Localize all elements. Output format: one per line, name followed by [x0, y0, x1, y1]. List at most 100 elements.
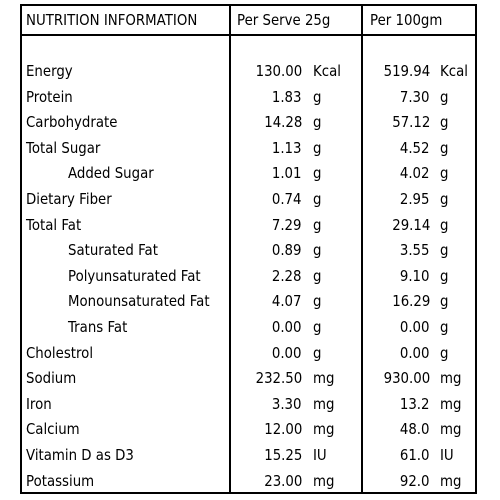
per-serve-unit: g: [313, 190, 322, 208]
per-serve-unit: g: [313, 343, 322, 362]
per-100g-value: 61.0: [400, 446, 430, 464]
per-100g-value: 930.00: [383, 369, 430, 388]
per-serve-unit: g: [313, 87, 322, 106]
per-100g-value: 7.30: [400, 87, 430, 106]
per-100g-unit: g: [440, 266, 449, 285]
per-serve-value: 0.89: [272, 241, 302, 260]
per-100g-value: 0.00: [400, 318, 430, 336]
table-row: Iron 3.30 mg 13.2 mg: [22, 392, 475, 418]
per-serve-unit: mg: [313, 420, 335, 439]
table-row: Monounsaturated Fat 4.07 g 16.29 g: [22, 289, 475, 315]
per-100g-value: 0.00: [400, 343, 430, 362]
table-row: Protein 1.83 g 7.30 g: [22, 85, 475, 111]
header-divider: [22, 34, 475, 36]
per-100g-value: 519.94: [383, 62, 430, 80]
per-100g-unit: g: [440, 87, 449, 106]
per-100g-value: 48.0: [400, 420, 430, 439]
per-100g-value: 4.52: [400, 138, 430, 157]
per-serve-value: 3.30: [272, 394, 302, 413]
per-100g-value: 92.0: [400, 471, 430, 490]
per-100g-unit: g: [440, 164, 449, 183]
table-row: Energy 130.00 Kcal 519.94 Kcal: [22, 59, 475, 85]
per-serve-unit: g: [313, 266, 322, 285]
nutrient-name: Carbohydrate: [26, 113, 118, 132]
table-title: NUTRITION INFORMATION: [26, 11, 198, 29]
per-serve-value: 15.25: [263, 446, 302, 464]
per-100g-unit: IU: [440, 446, 454, 464]
table-row: Total Fat 7.29 g 29.14 g: [22, 213, 475, 239]
table-row: Added Sugar 1.01 g 4.02 g: [22, 161, 475, 187]
table-row: Cholestrol 0.00 g 0.00 g: [22, 341, 475, 367]
per-100g-unit: mg: [440, 394, 462, 413]
per-100g-unit: mg: [440, 471, 462, 490]
nutrient-name: Dietary Fiber: [26, 190, 112, 208]
table-row: Total Sugar 1.13 g 4.52 g: [22, 136, 475, 162]
per-serve-value: 12.00: [263, 420, 302, 439]
per-serve-value: 23.00: [263, 471, 302, 490]
per-serve-value: 1.83: [272, 87, 302, 106]
table-row: Dietary Fiber 0.74 g 2.95 g: [22, 187, 475, 213]
per-100g-unit: g: [440, 138, 449, 157]
per-serve-unit: mg: [313, 394, 335, 413]
table-row: Calcium 12.00 mg 48.0 mg: [22, 417, 475, 443]
column-header-per-serve: Per Serve 25g: [237, 11, 331, 29]
nutrient-name: Energy: [26, 62, 73, 80]
table-row: Vitamin D as D3 15.25 IU 61.0 IU: [22, 443, 475, 469]
nutrition-table: NUTRITION INFORMATION Per Serve 25g Per …: [20, 4, 477, 494]
per-serve-unit: g: [313, 318, 322, 336]
per-serve-unit: g: [313, 164, 322, 183]
per-100g-unit: g: [440, 318, 449, 336]
nutrient-name: Total Fat: [26, 215, 82, 234]
nutrient-name: Sodium: [26, 369, 77, 388]
per-serve-unit: IU: [313, 446, 327, 464]
per-serve-value: 1.13: [272, 138, 302, 157]
per-100g-value: 13.2: [400, 394, 430, 413]
per-serve-unit: mg: [313, 369, 335, 388]
per-serve-value: 14.28: [263, 113, 302, 132]
nutrient-name: Monounsaturated Fat: [68, 292, 210, 311]
table-row: Potassium 23.00 mg 92.0 mg: [22, 469, 475, 495]
per-serve-value: 2.28: [272, 266, 302, 285]
per-100g-unit: g: [440, 343, 449, 362]
per-100g-value: 16.29: [391, 292, 430, 311]
per-serve-unit: g: [313, 113, 322, 132]
per-serve-unit: mg: [313, 471, 335, 490]
nutrient-name: Saturated Fat: [68, 241, 158, 260]
per-serve-value: 130.00: [255, 62, 302, 80]
nutrient-name: Protein: [26, 87, 73, 106]
per-100g-value: 3.55: [400, 241, 430, 260]
nutrient-name: Vitamin D as D3: [26, 446, 134, 464]
per-serve-value: 0.00: [272, 343, 302, 362]
table-row: Trans Fat 0.00 g 0.00 g: [22, 315, 475, 341]
per-100g-value: 57.12: [391, 113, 430, 132]
per-serve-value: 4.07: [272, 292, 302, 311]
nutrient-name: Polyunsaturated Fat: [68, 266, 201, 285]
table-row: Polyunsaturated Fat 2.28 g 9.10 g: [22, 264, 475, 290]
per-100g-unit: g: [440, 113, 449, 132]
nutrient-name: Trans Fat: [68, 318, 128, 336]
column-divider-per100: [361, 6, 363, 492]
per-serve-unit: Kcal: [313, 62, 341, 80]
per-100g-unit: g: [440, 190, 449, 208]
per-100g-value: 29.14: [391, 215, 430, 234]
per-100g-unit: Kcal: [440, 62, 468, 80]
per-100g-unit: g: [440, 241, 449, 260]
per-serve-value: 0.74: [272, 190, 302, 208]
per-100g-unit: mg: [440, 369, 462, 388]
per-serve-value: 1.01: [272, 164, 302, 183]
per-serve-value: 7.29: [272, 215, 302, 234]
nutrient-name: Calcium: [26, 420, 80, 439]
table-row: Saturated Fat 0.89 g 3.55 g: [22, 238, 475, 264]
per-serve-value: 0.00: [272, 318, 302, 336]
nutrient-name: Added Sugar: [68, 164, 154, 183]
column-header-per-100g: Per 100gm: [370, 11, 443, 29]
nutrient-name: Cholestrol: [26, 343, 94, 362]
per-100g-value: 4.02: [400, 164, 430, 183]
per-100g-unit: g: [440, 215, 449, 234]
per-serve-value: 232.50: [255, 369, 302, 388]
nutrient-name: Iron: [26, 394, 52, 413]
per-serve-unit: g: [313, 138, 322, 157]
per-100g-unit: g: [440, 292, 449, 311]
per-100g-value: 9.10: [400, 266, 430, 285]
per-serve-unit: g: [313, 292, 322, 311]
